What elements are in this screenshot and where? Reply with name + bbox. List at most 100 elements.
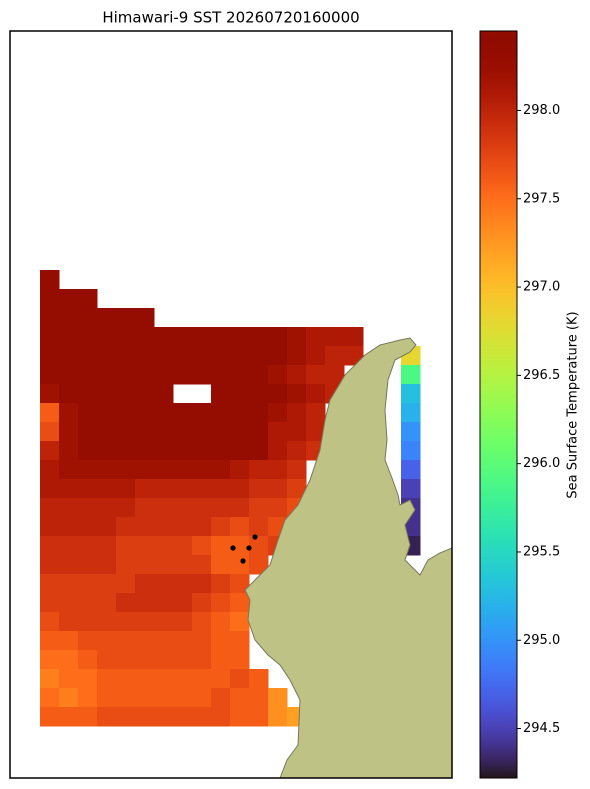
sst-cell (173, 365, 193, 385)
sst-cell (211, 479, 231, 499)
sst-cell (154, 327, 174, 347)
sst-cell (230, 403, 250, 423)
sst-cell (287, 384, 307, 404)
sst-cell (230, 498, 250, 518)
sst-cell (135, 308, 155, 328)
sst-cell (249, 327, 269, 347)
sst-cell (192, 612, 212, 632)
sst-cell (306, 403, 326, 423)
sst-cell (154, 517, 174, 537)
sst-cell (78, 289, 98, 309)
sst-cell (154, 555, 174, 575)
sst-cell (59, 707, 79, 727)
sst-cell (268, 707, 288, 727)
sst-cell (287, 441, 307, 461)
sst-cell (211, 517, 231, 537)
sst-cell (59, 517, 79, 537)
sst-cell (268, 460, 288, 480)
sst-cell (192, 460, 212, 480)
sst-cell (59, 650, 79, 670)
sst-cell (59, 574, 79, 594)
sst-cell (97, 498, 117, 518)
sst-cell (173, 536, 193, 556)
sst-cell (230, 650, 250, 670)
sst-cell (230, 631, 250, 651)
sst-cell (78, 365, 98, 385)
sst-cell (192, 441, 212, 461)
sst-cell (59, 441, 79, 461)
sst-cell (59, 688, 79, 708)
sst-cell (78, 308, 98, 328)
sst-cell (78, 707, 98, 727)
sst-cell (135, 422, 155, 442)
sst-cell (154, 669, 174, 689)
sst-cell (97, 346, 117, 366)
sst-cell (135, 536, 155, 556)
sst-cell (78, 384, 98, 404)
sst-cell (249, 517, 269, 537)
sst-cell (78, 479, 98, 499)
sst-cell (154, 650, 174, 670)
sst-cell (287, 327, 307, 347)
sst-cell (401, 365, 421, 385)
sst-cell (249, 384, 269, 404)
sst-cell (211, 365, 231, 385)
sst-cell (325, 346, 345, 366)
sst-cell (59, 498, 79, 518)
sst-cell (192, 536, 212, 556)
sst-cell (401, 403, 421, 423)
sst-cell (154, 403, 174, 423)
sst-cell (173, 441, 193, 461)
sst-cell (40, 574, 60, 594)
sst-cell (154, 612, 174, 632)
sst-cell (192, 631, 212, 651)
sst-cell (249, 707, 269, 727)
map-frame (9, 30, 453, 779)
sst-cell (116, 308, 136, 328)
sst-cell (116, 422, 136, 442)
colorbar (479, 30, 518, 779)
sst-cell (116, 517, 136, 537)
sst-cell (116, 631, 136, 651)
sst-cell (211, 688, 231, 708)
sst-cell (230, 441, 250, 461)
sst-cell (59, 289, 79, 309)
sst-cell (192, 650, 212, 670)
sst-cell (78, 593, 98, 613)
sst-cell (116, 365, 136, 385)
sst-cell (211, 593, 231, 613)
sst-cell (59, 327, 79, 347)
sst-cell (287, 479, 307, 499)
sst-cell (59, 536, 79, 556)
sst-cell (249, 346, 269, 366)
station-marker (246, 545, 252, 551)
sst-cell (211, 650, 231, 670)
sst-cell (116, 669, 136, 689)
sst-cell (135, 593, 155, 613)
sst-cell (154, 384, 174, 404)
sst-cell (211, 460, 231, 480)
sst-cell (192, 422, 212, 442)
sst-cell (211, 669, 231, 689)
sst-cell (192, 327, 212, 347)
sst-cell (97, 669, 117, 689)
sst-cell (192, 707, 212, 727)
sst-cell (192, 555, 212, 575)
sst-cell (78, 574, 98, 594)
sst-cell (40, 707, 60, 727)
sst-cell (40, 441, 60, 461)
sst-cell (268, 365, 288, 385)
sst-cell (135, 574, 155, 594)
sst-cell (78, 669, 98, 689)
sst-cell (40, 631, 60, 651)
sst-cell (97, 441, 117, 461)
sst-cell (59, 403, 79, 423)
sst-cell (154, 479, 174, 499)
sst-cell (192, 517, 212, 537)
sst-cell (97, 460, 117, 480)
sst-cell (192, 498, 212, 518)
sst-cell (135, 707, 155, 727)
sst-cell (78, 403, 98, 423)
sst-cell (97, 574, 117, 594)
sst-cell (59, 593, 79, 613)
